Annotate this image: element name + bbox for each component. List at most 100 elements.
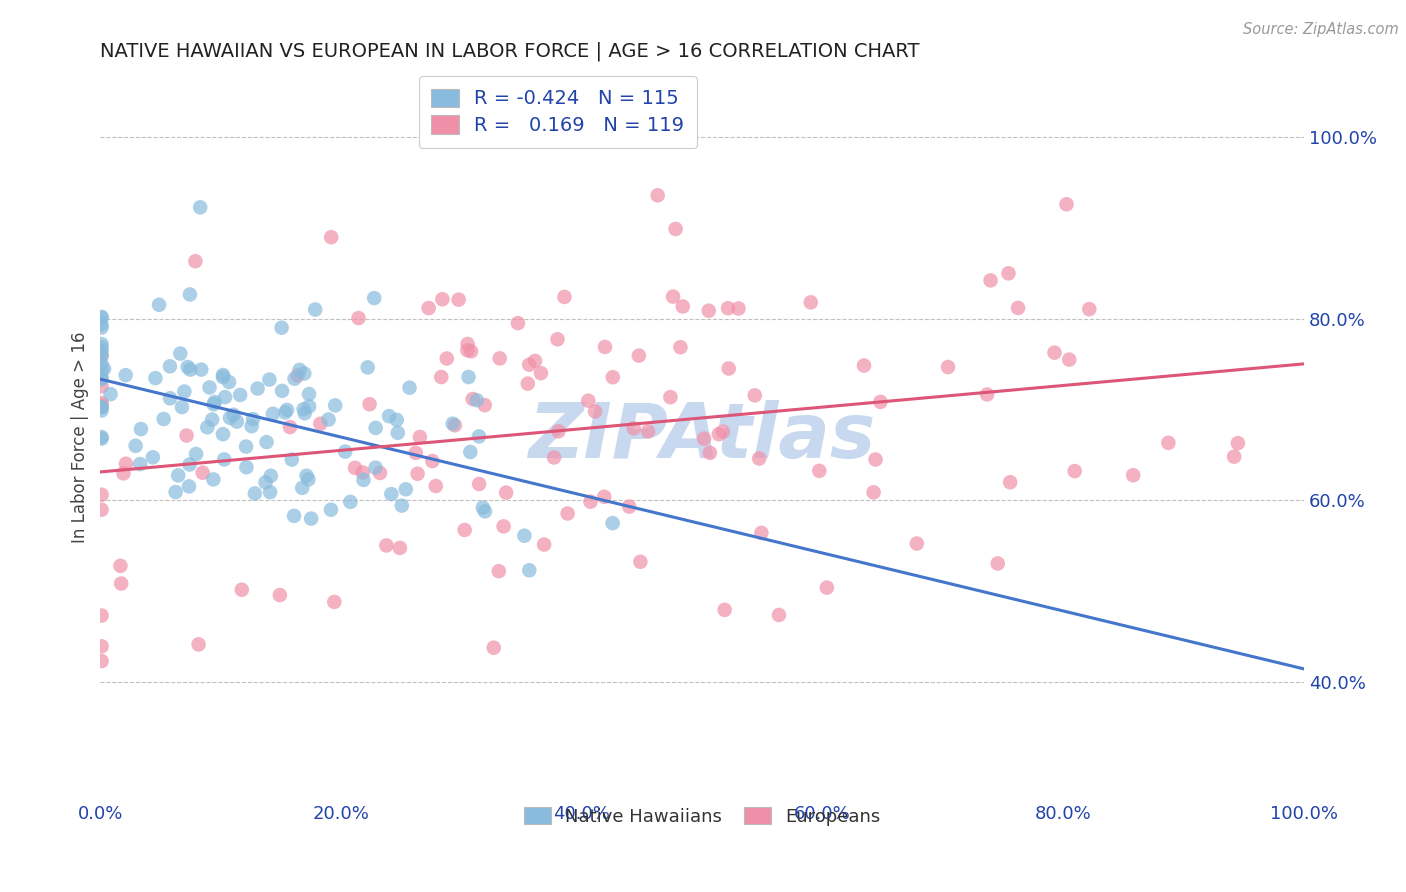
Point bbox=[364, 460, 387, 475]
Point bbox=[593, 340, 616, 354]
Point bbox=[406, 467, 429, 481]
Point bbox=[517, 358, 540, 372]
Point bbox=[1157, 435, 1180, 450]
Point bbox=[283, 372, 305, 386]
Point bbox=[430, 370, 453, 384]
Point bbox=[457, 370, 479, 384]
Point bbox=[997, 266, 1019, 280]
Point bbox=[90, 608, 112, 623]
Point bbox=[1057, 352, 1080, 367]
Point bbox=[853, 359, 876, 373]
Point bbox=[488, 564, 510, 578]
Point bbox=[212, 452, 235, 467]
Point bbox=[281, 452, 304, 467]
Point bbox=[291, 481, 314, 495]
Point bbox=[744, 388, 766, 402]
Point bbox=[627, 349, 650, 363]
Point bbox=[90, 318, 112, 332]
Point bbox=[114, 368, 136, 383]
Point bbox=[90, 398, 112, 412]
Point bbox=[231, 582, 253, 597]
Point bbox=[292, 402, 315, 417]
Point bbox=[90, 488, 112, 502]
Point bbox=[90, 344, 112, 359]
Point bbox=[218, 375, 240, 389]
Point bbox=[506, 316, 529, 330]
Point bbox=[672, 300, 695, 314]
Point bbox=[936, 359, 959, 374]
Point bbox=[380, 487, 402, 501]
Point bbox=[260, 468, 283, 483]
Point bbox=[90, 403, 112, 417]
Point bbox=[717, 301, 740, 316]
Point bbox=[815, 581, 838, 595]
Point bbox=[323, 595, 346, 609]
Point bbox=[191, 466, 214, 480]
Point bbox=[425, 479, 447, 493]
Point bbox=[90, 640, 112, 654]
Point bbox=[90, 370, 112, 384]
Point bbox=[543, 450, 565, 465]
Point bbox=[602, 516, 624, 530]
Point bbox=[259, 373, 281, 387]
Point bbox=[319, 502, 342, 516]
Point bbox=[628, 555, 651, 569]
Point bbox=[659, 390, 682, 404]
Point bbox=[292, 367, 315, 381]
Point bbox=[751, 525, 773, 540]
Point bbox=[800, 295, 823, 310]
Point bbox=[159, 359, 181, 374]
Point bbox=[214, 390, 236, 404]
Point bbox=[202, 397, 225, 411]
Point bbox=[443, 418, 465, 433]
Point bbox=[524, 354, 547, 368]
Point bbox=[602, 370, 624, 384]
Point bbox=[298, 400, 321, 414]
Point bbox=[492, 519, 515, 533]
Point bbox=[90, 357, 112, 371]
Point bbox=[148, 298, 170, 312]
Point bbox=[385, 413, 408, 427]
Point bbox=[283, 508, 305, 523]
Point bbox=[665, 222, 688, 236]
Point bbox=[165, 485, 187, 500]
Point bbox=[124, 439, 146, 453]
Point bbox=[225, 415, 247, 429]
Point bbox=[262, 407, 284, 421]
Point bbox=[219, 410, 242, 425]
Point bbox=[474, 504, 496, 518]
Point bbox=[129, 422, 152, 436]
Point bbox=[699, 446, 721, 460]
Point bbox=[179, 287, 201, 301]
Point bbox=[202, 472, 225, 486]
Point bbox=[259, 485, 281, 500]
Point bbox=[359, 397, 381, 411]
Point bbox=[309, 417, 332, 431]
Point bbox=[533, 538, 555, 552]
Point bbox=[167, 468, 190, 483]
Point bbox=[456, 343, 478, 358]
Point bbox=[465, 393, 488, 408]
Point bbox=[357, 360, 380, 375]
Point bbox=[204, 395, 226, 409]
Point bbox=[100, 387, 122, 401]
Point bbox=[391, 499, 413, 513]
Point bbox=[184, 254, 207, 268]
Point bbox=[129, 457, 152, 471]
Point bbox=[976, 387, 998, 401]
Point bbox=[517, 563, 540, 577]
Text: Source: ZipAtlas.com: Source: ZipAtlas.com bbox=[1243, 22, 1399, 37]
Point bbox=[1043, 345, 1066, 359]
Point bbox=[530, 366, 553, 380]
Point bbox=[865, 452, 887, 467]
Point bbox=[623, 421, 645, 435]
Point bbox=[90, 502, 112, 516]
Point bbox=[90, 430, 112, 444]
Point bbox=[418, 301, 440, 315]
Point bbox=[547, 332, 569, 346]
Point bbox=[1007, 301, 1029, 315]
Point bbox=[669, 340, 692, 354]
Point bbox=[368, 466, 391, 480]
Point bbox=[243, 486, 266, 500]
Point bbox=[90, 654, 112, 668]
